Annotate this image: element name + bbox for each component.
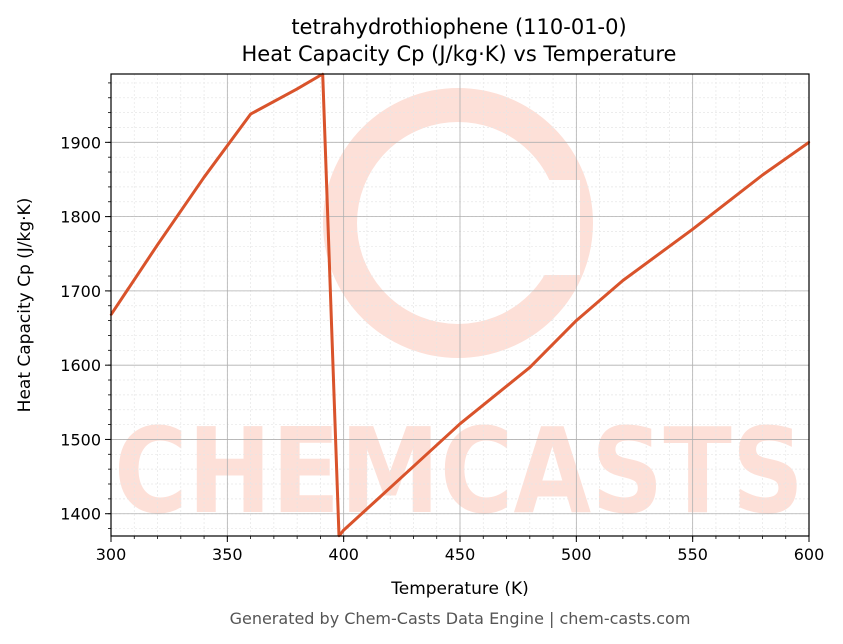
- footer: Generated by Chem-Casts Data Engine | ch…: [230, 609, 691, 628]
- data-point: [691, 228, 694, 231]
- x-tick-label: 600: [794, 545, 825, 564]
- x-tick-label: 550: [677, 545, 708, 564]
- y-tick-label: 1800: [60, 208, 101, 227]
- data-point: [295, 87, 299, 91]
- y-axis-label: Heat Capacity Cp (J/kg·K): [15, 198, 35, 413]
- data-point: [761, 173, 764, 177]
- data-point: [528, 366, 531, 369]
- watermark: CHEMCASTS: [114, 88, 804, 540]
- data-point: [458, 422, 462, 426]
- chart-title: tetrahydrothiophene (110-01-0): [291, 15, 626, 39]
- data-point: [342, 528, 345, 532]
- y-tick-label: 1500: [60, 430, 101, 449]
- x-tick-label: 450: [445, 545, 476, 564]
- x-tick-label: 400: [328, 545, 359, 564]
- x-tick-label: 350: [212, 545, 243, 564]
- x-tick-label: 500: [561, 545, 592, 564]
- data-point: [249, 112, 252, 116]
- chart-subtitle: Heat Capacity Cp (J/kg·K) vs Temperature: [242, 42, 677, 66]
- x-axis-label: Temperature (K): [390, 579, 529, 599]
- data-point: [389, 486, 392, 489]
- y-tick-label: 1700: [60, 282, 101, 301]
- data-point: [621, 279, 625, 282]
- y-tick-label: 1600: [60, 356, 101, 375]
- data-point: [202, 176, 206, 179]
- x-tick-label: 300: [96, 545, 127, 564]
- y-tick-label: 1400: [60, 505, 101, 524]
- axis-ticks: 300 350 400 450 500 550 600 1400 1500 1600 1700 180…: [60, 82, 825, 564]
- data-point: [156, 243, 159, 247]
- series-line: [111, 74, 809, 536]
- y-tick-label: 1900: [60, 133, 101, 152]
- data-point: [575, 319, 578, 322]
